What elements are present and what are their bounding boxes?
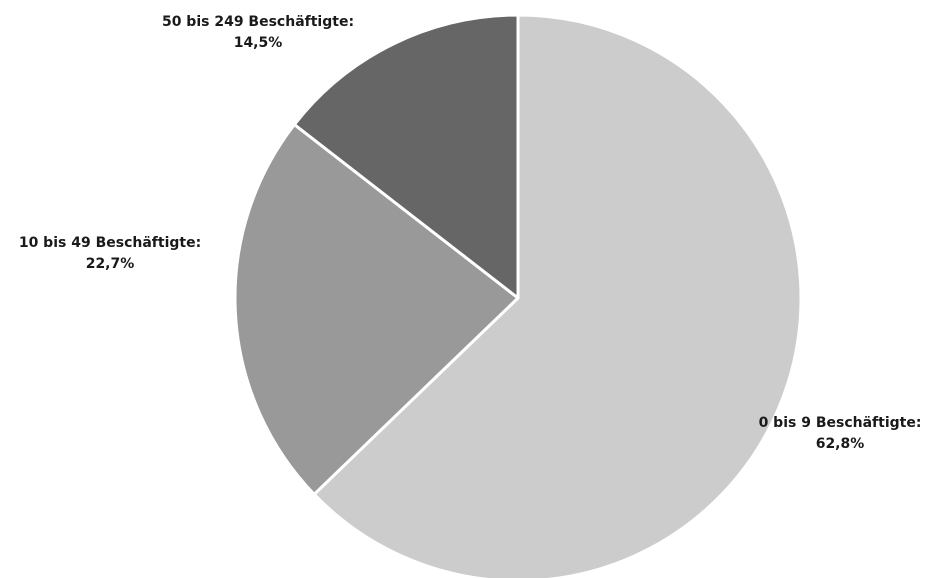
- slice-label-2-category: 50 bis 249 Beschäftigte:: [162, 14, 354, 30]
- slice-label-2: 50 bis 249 Beschäftigte: 14,5%: [162, 14, 354, 51]
- slice-label-1: 10 bis 49 Beschäftigte: 22,7%: [19, 235, 201, 272]
- slice-label-0-value: 62,8%: [816, 436, 865, 452]
- pie-slice-2: [292, 13, 520, 300]
- slice-label-2-value: 14,5%: [234, 35, 283, 51]
- pie-slice-1: [233, 123, 520, 496]
- pie-slices: [233, 13, 803, 578]
- slice-label-1-value: 22,7%: [86, 256, 135, 272]
- pie-slice-0: [312, 13, 803, 578]
- slice-label-0-category: 0 bis 9 Beschäftigte:: [759, 415, 922, 431]
- slice-label-1-category: 10 bis 49 Beschäftigte:: [19, 235, 201, 251]
- slice-label-0: 0 bis 9 Beschäftigte: 62,8%: [759, 415, 922, 452]
